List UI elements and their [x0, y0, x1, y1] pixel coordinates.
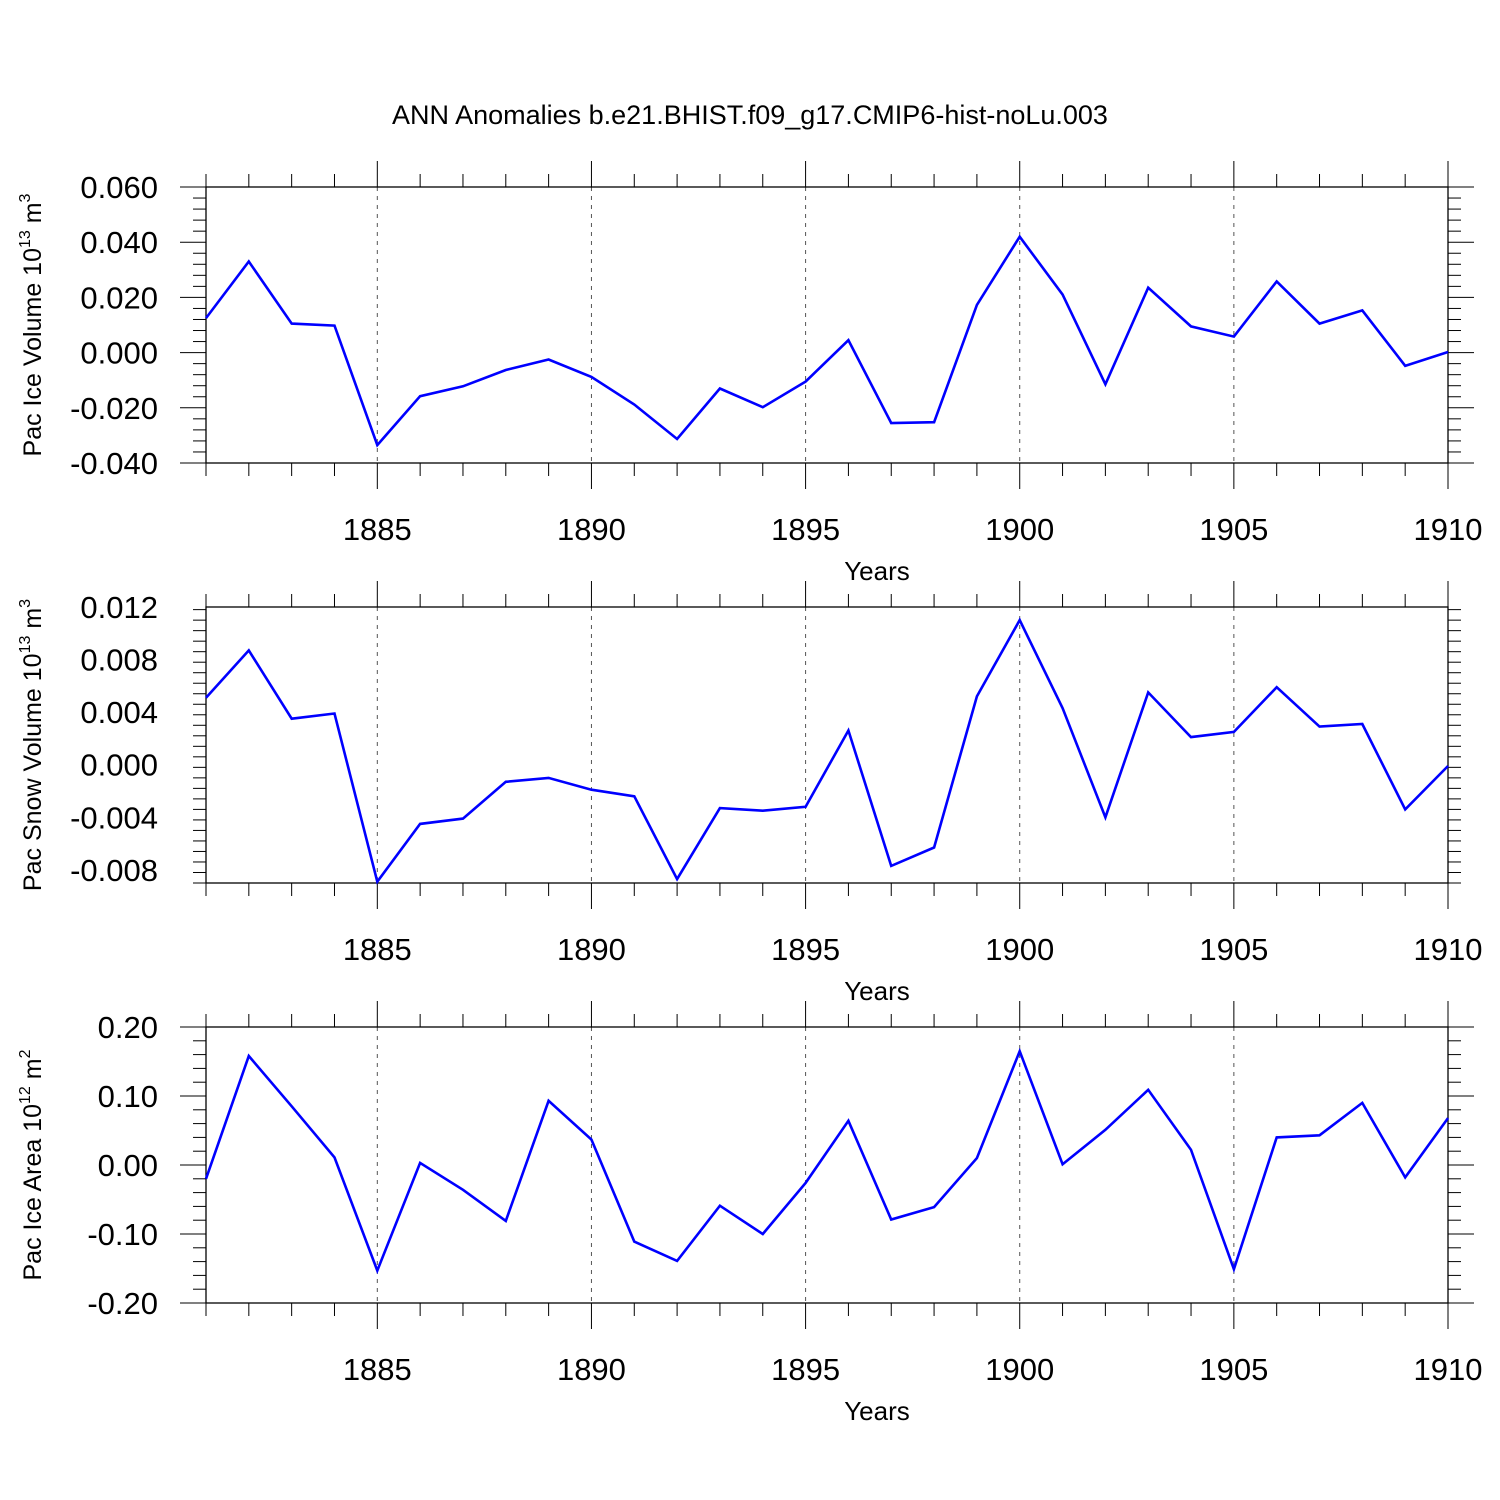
- y-tick-label: 0.20: [98, 1010, 158, 1045]
- x-axis-label: Years: [844, 1396, 910, 1426]
- y-axis-label: Pac Snow Volume 1013 m3: [17, 599, 47, 891]
- y-tick-label: -0.10: [87, 1217, 158, 1252]
- y-tick-label: 0.008: [80, 643, 158, 678]
- plot-frame: [205, 1026, 1449, 1304]
- panels: 0.060 0.040 0.020 0.000 -0.020 -0.040 1885 1890…: [17, 161, 1482, 1426]
- y-tick-label: 0.020: [80, 280, 158, 315]
- y-tick-label: -0.004: [70, 800, 158, 835]
- x-tick-label: 1905: [1199, 1352, 1268, 1387]
- x-tick-label: 1890: [557, 512, 626, 547]
- y-tick-label: 0.012: [80, 590, 158, 625]
- y-tick-label: 0.000: [80, 748, 158, 783]
- x-axis-label: Years: [844, 556, 910, 586]
- y-tick-label: 0.004: [80, 695, 158, 730]
- plot-frame: [205, 186, 1449, 464]
- y-axis-label-exponent: 13: [17, 636, 34, 654]
- chart-panel-3: 0.20 0.10 0.00 -0.10 -0.20 1885 1890 1895 1900 19…: [17, 1001, 1482, 1426]
- x-tick-label: 1890: [557, 1352, 626, 1387]
- chart-title: ANN Anomalies b.e21.BHIST.f09_g17.CMIP6-…: [392, 100, 1108, 130]
- plot-frame: [205, 606, 1449, 884]
- x-tick-label: 1905: [1199, 932, 1268, 967]
- x-tick-label: 1895: [771, 512, 840, 547]
- x-tick-label: 1890: [557, 932, 626, 967]
- y-axis-label: Pac Ice Volume 1013 m3: [17, 193, 47, 456]
- y-tick-label: 0.00: [98, 1148, 158, 1183]
- y-axis-label-text: Pac Snow Volume 10: [19, 653, 47, 891]
- chart-panel-2: 0.012 0.008 0.004 0.000 -0.004 -0.008 1885 1890…: [17, 581, 1482, 1006]
- chart-panel-1: 0.060 0.040 0.020 0.000 -0.020 -0.040 1885 1890…: [17, 161, 1482, 586]
- y-tick-label: 0.000: [80, 336, 158, 371]
- x-tick-label: 1885: [343, 1352, 412, 1387]
- x-tick-label: 1900: [985, 932, 1054, 967]
- y-axis-label-unit: m: [19, 202, 47, 230]
- y-axis-label-unit: m: [19, 608, 47, 636]
- x-tick-label: 1895: [771, 1352, 840, 1387]
- x-tick-label: 1905: [1199, 512, 1268, 547]
- y-tick-label: -0.20: [87, 1286, 158, 1321]
- y-tick-label: -0.040: [70, 446, 158, 481]
- y-axis-label-exponent: 12: [17, 1086, 34, 1104]
- x-tick-label: 1910: [1414, 1352, 1483, 1387]
- y-axis-label-unit-exponent: 3: [17, 193, 34, 202]
- x-tick-label: 1885: [343, 512, 412, 547]
- series-line: [204, 234, 1449, 448]
- x-tick-label: 1900: [985, 512, 1054, 547]
- series-line: [204, 1047, 1450, 1275]
- y-tick-label: 0.10: [98, 1079, 158, 1114]
- y-axis-label: Pac Ice Area 1012 m2: [17, 1049, 47, 1280]
- y-tick-label: -0.008: [70, 853, 158, 888]
- y-axis-label-unit-exponent: 2: [17, 1049, 34, 1058]
- x-tick-label: 1885: [343, 932, 412, 967]
- x-tick-label: 1910: [1414, 932, 1483, 967]
- y-axis-label-text: Pac Ice Volume 10: [19, 248, 47, 456]
- y-axis-label-unit-exponent: 3: [17, 599, 34, 608]
- y-axis-label-exponent: 13: [17, 230, 34, 248]
- y-axis-label-unit: m: [19, 1058, 47, 1086]
- y-tick-label: -0.020: [70, 391, 158, 426]
- series-line: [205, 617, 1449, 885]
- x-tick-label: 1900: [985, 1352, 1054, 1387]
- x-tick-label: 1910: [1414, 512, 1483, 547]
- y-tick-label: 0.060: [80, 170, 158, 205]
- y-axis-label-text: Pac Ice Area 10: [19, 1104, 47, 1281]
- x-axis-label: Years: [844, 976, 910, 1006]
- y-tick-label: 0.040: [80, 225, 158, 260]
- x-tick-label: 1895: [771, 932, 840, 967]
